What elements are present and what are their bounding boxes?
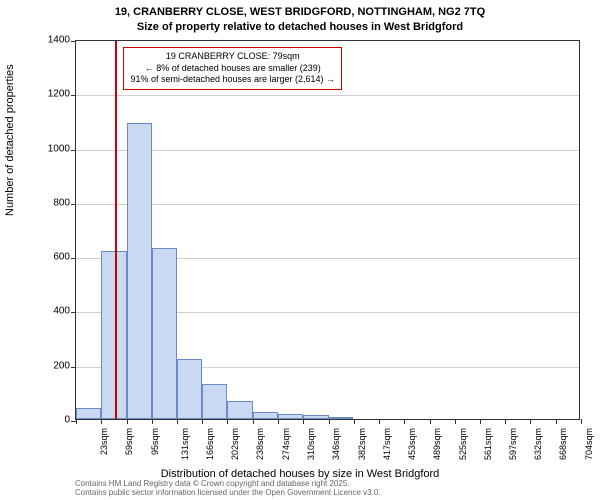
ytick-mark: [71, 312, 76, 313]
xtick-label: 382sqm: [357, 428, 367, 460]
ytick-mark: [71, 258, 76, 259]
xtick-mark: [76, 419, 77, 424]
xtick-label: 632sqm: [533, 428, 543, 460]
ytick-mark: [71, 367, 76, 368]
xtick-label: 525sqm: [458, 428, 468, 460]
histogram-bar: [152, 248, 177, 419]
annotation-box: 19 CRANBERRY CLOSE: 79sqm ← 8% of detach…: [123, 47, 342, 90]
histogram-bar: [177, 359, 202, 419]
xtick-mark: [556, 419, 557, 424]
xtick-label: 561sqm: [483, 428, 493, 460]
xtick-mark: [379, 419, 380, 424]
ytick-label: 600: [35, 252, 70, 263]
xtick-mark: [202, 419, 203, 424]
xtick-label: 346sqm: [332, 428, 342, 460]
xtick-label: 166sqm: [205, 428, 215, 460]
xtick-label: 95sqm: [150, 428, 160, 455]
ytick-mark: [71, 421, 76, 422]
xtick-label: 310sqm: [306, 428, 316, 460]
gridline: [76, 95, 579, 96]
xtick-label: 668sqm: [558, 428, 568, 460]
ytick-mark: [71, 41, 76, 42]
chart-title-line2: Size of property relative to detached ho…: [0, 21, 600, 33]
histogram-bar: [278, 414, 303, 419]
xtick-mark: [354, 419, 355, 424]
xtick-mark: [101, 419, 102, 424]
xtick-mark: [127, 419, 128, 424]
xtick-label: 59sqm: [124, 428, 134, 455]
xtick-mark: [480, 419, 481, 424]
xtick-mark: [227, 419, 228, 424]
xtick-mark: [303, 419, 304, 424]
yaxis-label: Number of detached properties: [4, 64, 16, 216]
xtick-mark: [581, 419, 582, 424]
xtick-mark: [329, 419, 330, 424]
ytick-label: 1400: [35, 35, 70, 46]
xtick-label: 23sqm: [99, 428, 109, 455]
xtick-mark: [253, 419, 254, 424]
xtick-label: 489sqm: [432, 428, 442, 460]
histogram-bar: [101, 251, 126, 419]
ytick-label: 1000: [35, 143, 70, 154]
annotation-line1: 19 CRANBERRY CLOSE: 79sqm: [130, 51, 335, 63]
xtick-mark: [455, 419, 456, 424]
xtick-label: 453sqm: [407, 428, 417, 460]
xtick-mark: [530, 419, 531, 424]
xtick-label: 274sqm: [281, 428, 291, 460]
ytick-mark: [71, 95, 76, 96]
footer-attribution: Contains HM Land Registry data © Crown c…: [75, 479, 381, 498]
histogram-bar: [127, 123, 152, 419]
xtick-mark: [505, 419, 506, 424]
histogram-bar: [303, 415, 328, 419]
chart-container: 19, CRANBERRY CLOSE, WEST BRIDGFORD, NOT…: [0, 0, 600, 500]
histogram-bar: [202, 384, 227, 419]
ytick-label: 800: [35, 197, 70, 208]
xtick-mark: [430, 419, 431, 424]
footer-line2: Contains public sector information licen…: [75, 488, 381, 498]
xtick-label: 238sqm: [255, 428, 265, 460]
xtick-mark: [152, 419, 153, 424]
ytick-label: 400: [35, 306, 70, 317]
annotation-line2: ← 8% of detached houses are smaller (239…: [130, 63, 335, 75]
histogram-bar: [253, 412, 278, 419]
xtick-mark: [177, 419, 178, 424]
ytick-mark: [71, 150, 76, 151]
xtick-label: 704sqm: [584, 428, 594, 460]
xtick-label: 597sqm: [508, 428, 518, 460]
plot-area: 19 CRANBERRY CLOSE: 79sqm ← 8% of detach…: [75, 40, 580, 420]
histogram-bar: [329, 417, 354, 419]
annotation-line3: 91% of semi-detached houses are larger (…: [130, 74, 335, 86]
ytick-mark: [71, 204, 76, 205]
ytick-label: 0: [35, 415, 70, 426]
histogram-bar: [227, 401, 252, 419]
property-marker-line: [115, 41, 117, 419]
ytick-label: 1200: [35, 89, 70, 100]
xtick-label: 417sqm: [382, 428, 392, 460]
xtick-mark: [278, 419, 279, 424]
xtick-mark: [404, 419, 405, 424]
histogram-bar: [76, 408, 101, 419]
xtick-label: 131sqm: [180, 428, 190, 460]
xtick-label: 202sqm: [230, 428, 240, 460]
footer-line1: Contains HM Land Registry data © Crown c…: [75, 479, 381, 489]
ytick-label: 200: [35, 360, 70, 371]
chart-title-line1: 19, CRANBERRY CLOSE, WEST BRIDGFORD, NOT…: [0, 6, 600, 18]
